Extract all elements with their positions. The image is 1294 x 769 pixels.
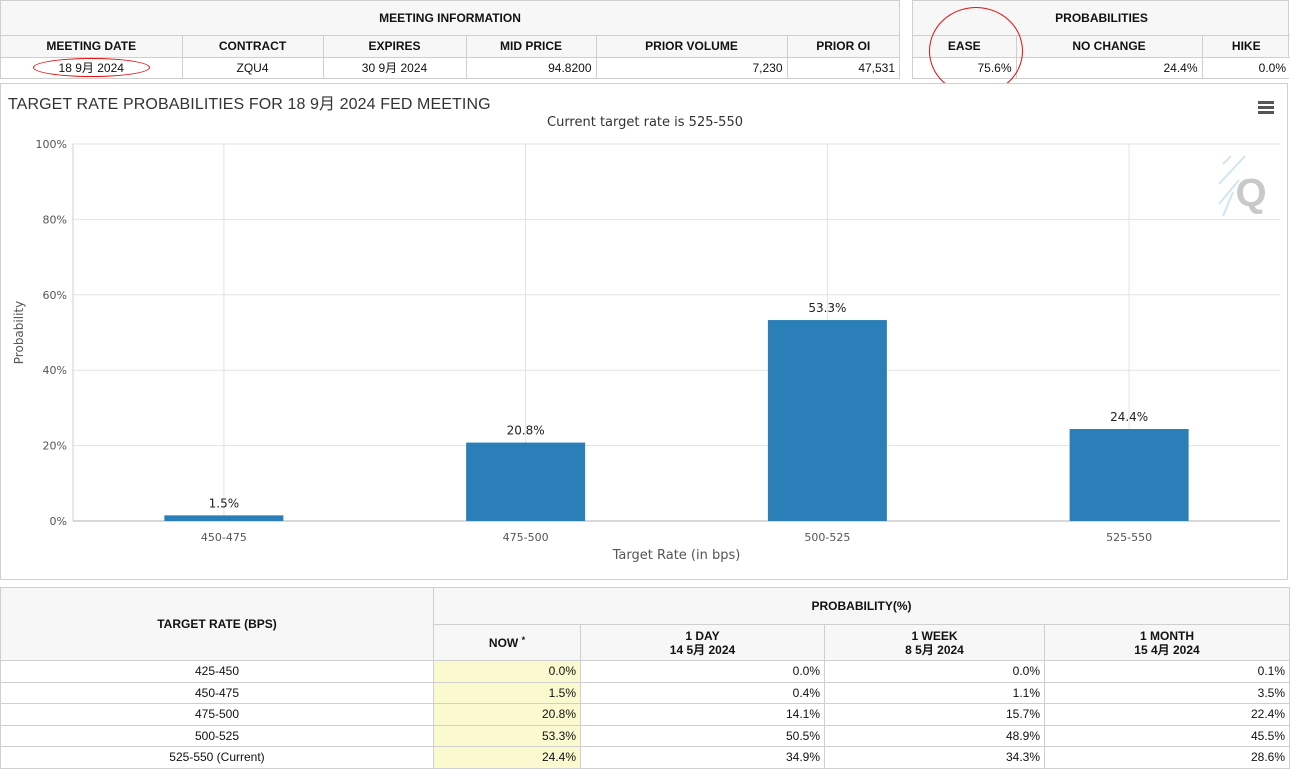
x-tick-label: 525-550 bbox=[1106, 531, 1152, 544]
probability-cell: 34.9% bbox=[581, 747, 825, 769]
bar-data-label: 1.5% bbox=[209, 496, 240, 510]
probability-cell: 50.5% bbox=[581, 725, 825, 747]
probability-history-panel: TARGET RATE (BPS) PROBABILITY(%) NOW * 1… bbox=[0, 587, 1289, 769]
probability-cell: 22.4% bbox=[1045, 704, 1290, 726]
one-month-date: 15 4月 2024 bbox=[1045, 643, 1289, 657]
meeting-date-header: MEETING DATE bbox=[1, 35, 182, 57]
x-axis-title: Target Rate (in bps) bbox=[612, 548, 741, 563]
probability-history-table: TARGET RATE (BPS) PROBABILITY(%) NOW * 1… bbox=[0, 587, 1290, 769]
probability-cell: 15.7% bbox=[825, 704, 1045, 726]
meeting-info-title: MEETING INFORMATION bbox=[1, 1, 899, 35]
now-column-label: NOW bbox=[489, 636, 518, 650]
one-month-column-header: 1 MONTH 15 4月 2024 bbox=[1045, 625, 1290, 661]
bar bbox=[164, 515, 283, 521]
target-rate-cell: 425-450 bbox=[1, 661, 434, 683]
now-column-marker: * bbox=[522, 635, 526, 645]
table-row: 475-50020.8%14.1%15.7%22.4% bbox=[1, 704, 1290, 726]
target-rate-cell: 475-500 bbox=[1, 704, 434, 726]
y-tick-label: 40% bbox=[43, 364, 67, 377]
bar bbox=[466, 443, 585, 521]
mid-price-header: MID PRICE bbox=[466, 35, 596, 57]
target-rate-header: TARGET RATE (BPS) bbox=[1, 588, 434, 661]
probability-cell: 53.3% bbox=[434, 725, 581, 747]
table-row: 450-4751.5%0.4%1.1%3.5% bbox=[1, 682, 1290, 704]
one-day-date: 14 5月 2024 bbox=[581, 643, 824, 657]
target-rate-cell: 450-475 bbox=[1, 682, 434, 704]
svg-text:Q: Q bbox=[1235, 171, 1266, 215]
no-change-header: NO CHANGE bbox=[1016, 35, 1202, 57]
probability-cell: 45.5% bbox=[1045, 725, 1290, 747]
bar-data-label: 24.4% bbox=[1110, 410, 1148, 424]
probability-cell: 0.4% bbox=[581, 682, 825, 704]
probabilities-panel: PROBABILITIES EASE NO CHANGE HIKE 75.6% … bbox=[912, 0, 1289, 79]
y-axis-title: Probability bbox=[12, 301, 26, 364]
one-week-date: 8 5月 2024 bbox=[825, 643, 1044, 657]
probability-group-header: PROBABILITY(%) bbox=[434, 588, 1290, 625]
probability-cell: 1.1% bbox=[825, 682, 1045, 704]
x-tick-label: 450-475 bbox=[201, 531, 247, 544]
bar bbox=[1070, 429, 1189, 521]
no-change-value: 24.4% bbox=[1016, 57, 1202, 78]
table-row: 525-550 (Current)24.4%34.9%34.3%28.6% bbox=[1, 747, 1290, 769]
x-tick-label: 475-500 bbox=[503, 531, 549, 544]
y-tick-label: 100% bbox=[36, 138, 67, 151]
probability-cell: 3.5% bbox=[1045, 682, 1290, 704]
q-logo-icon: Q bbox=[1219, 156, 1267, 216]
one-week-label: 1 WEEK bbox=[825, 629, 1044, 643]
hike-header: HIKE bbox=[1202, 35, 1290, 57]
one-day-column-header: 1 DAY 14 5月 2024 bbox=[581, 625, 825, 661]
table-row: 425-4500.0%0.0%0.0%0.1% bbox=[1, 661, 1290, 683]
one-week-column-header: 1 WEEK 8 5月 2024 bbox=[825, 625, 1045, 661]
probability-cell: 1.5% bbox=[434, 682, 581, 704]
expires-value: 30 9月 2024 bbox=[323, 57, 466, 78]
table-row: 500-52553.3%50.5%48.9%45.5% bbox=[1, 725, 1290, 747]
bar-data-label: 53.3% bbox=[808, 301, 846, 315]
hike-value: 0.0% bbox=[1202, 57, 1290, 78]
probability-cell: 0.1% bbox=[1045, 661, 1290, 683]
contract-header: CONTRACT bbox=[182, 35, 323, 57]
now-column-header: NOW * bbox=[434, 625, 581, 661]
prior-volume-value: 7,230 bbox=[596, 57, 787, 78]
y-tick-label: 60% bbox=[43, 289, 67, 302]
probability-cell: 48.9% bbox=[825, 725, 1045, 747]
y-tick-label: 0% bbox=[50, 515, 67, 528]
probability-cell: 0.0% bbox=[581, 661, 825, 683]
probability-cell: 20.8% bbox=[434, 704, 581, 726]
probability-cell: 28.6% bbox=[1045, 747, 1290, 769]
y-tick-label: 80% bbox=[43, 213, 67, 226]
probability-cell: 24.4% bbox=[434, 747, 581, 769]
meeting-date-value: 18 9月 2024 bbox=[1, 57, 182, 78]
target-rate-cell: 525-550 (Current) bbox=[1, 747, 434, 769]
prior-volume-header: PRIOR VOLUME bbox=[596, 35, 787, 57]
x-tick-label: 500-525 bbox=[804, 531, 850, 544]
ease-header: EASE bbox=[913, 35, 1016, 57]
expires-header: EXPIRES bbox=[323, 35, 466, 57]
one-month-label: 1 MONTH bbox=[1045, 629, 1289, 643]
probability-cell: 0.0% bbox=[434, 661, 581, 683]
mid-price-value: 94.8200 bbox=[466, 57, 596, 78]
bar bbox=[768, 320, 887, 521]
ease-value: 75.6% bbox=[913, 57, 1016, 78]
bar-data-label: 20.8% bbox=[507, 424, 545, 438]
y-tick-label: 20% bbox=[43, 440, 67, 453]
contract-value: ZQU4 bbox=[182, 57, 323, 78]
probability-cell: 0.0% bbox=[825, 661, 1045, 683]
prior-oi-header: PRIOR OI bbox=[787, 35, 899, 57]
prior-oi-value: 47,531 bbox=[787, 57, 899, 78]
probabilities-title: PROBABILITIES bbox=[913, 1, 1290, 35]
target-rate-cell: 500-525 bbox=[1, 725, 434, 747]
one-day-label: 1 DAY bbox=[581, 629, 824, 643]
probability-cell: 34.3% bbox=[825, 747, 1045, 769]
bar-chart: 0% 20% 40% 60% 80% 100% 1.5% 450-475 20.8% 475-50… bbox=[1, 84, 1289, 581]
probability-cell: 14.1% bbox=[581, 704, 825, 726]
meeting-info-panel: MEETING INFORMATION MEETING DATE CONTRAC… bbox=[0, 0, 900, 79]
chart-panel: TARGET RATE PROBABILITIES FOR 18 9月 2024… bbox=[0, 83, 1288, 580]
